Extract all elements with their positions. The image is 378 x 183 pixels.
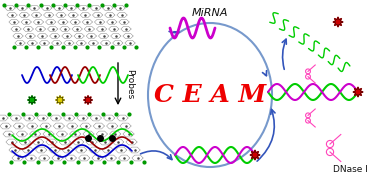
Polygon shape bbox=[353, 87, 363, 97]
Polygon shape bbox=[250, 150, 260, 160]
Polygon shape bbox=[333, 17, 343, 27]
Text: DNase I: DNase I bbox=[333, 165, 367, 174]
Polygon shape bbox=[56, 96, 65, 104]
Text: Probes: Probes bbox=[125, 69, 134, 99]
Text: C E A M: C E A M bbox=[154, 83, 266, 107]
Polygon shape bbox=[84, 96, 93, 104]
Text: MiRNA: MiRNA bbox=[192, 8, 228, 18]
Polygon shape bbox=[28, 96, 37, 104]
